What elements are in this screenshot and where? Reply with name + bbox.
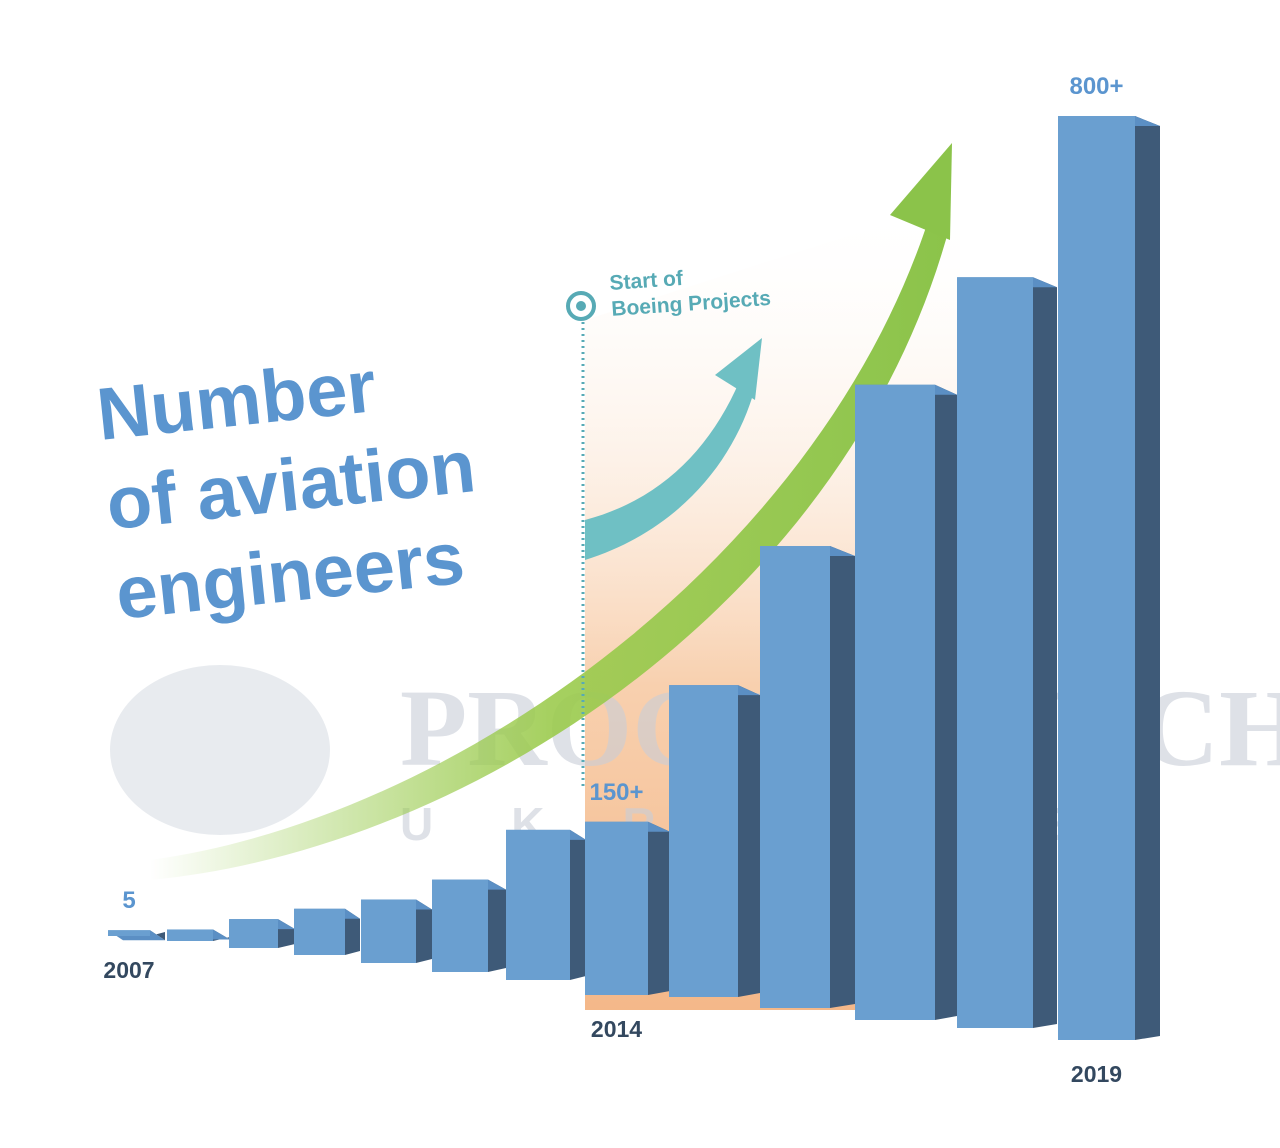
bar [585, 821, 648, 995]
boeing-marker [566, 291, 596, 321]
bar [669, 685, 738, 997]
growth-arrow-head [890, 143, 952, 240]
bar [855, 384, 935, 1020]
bar [108, 930, 150, 936]
bar [506, 829, 570, 980]
bar [167, 929, 213, 941]
bar-side [935, 384, 957, 1020]
bar [957, 277, 1033, 1028]
bar-side [416, 899, 432, 963]
bar-side [1135, 116, 1160, 1040]
value-label: 150+ [589, 779, 643, 806]
bar [229, 919, 278, 948]
bar-side [488, 879, 506, 972]
bar-side [648, 821, 670, 995]
annotation-line: Start of [609, 267, 685, 295]
bar-side [738, 685, 760, 997]
title: Number of aviation engineers [93, 344, 479, 635]
boeing-marker-dot [576, 301, 586, 311]
value-label: 800+ [1069, 73, 1123, 100]
boeing-arrow [585, 380, 755, 560]
x-tick-label: 2019 [1071, 1061, 1122, 1087]
boeing-arrow-head [715, 338, 762, 400]
bars: 5 2007 150+ 2014 800+ 2019 [103, 73, 1160, 1087]
bar-side [830, 546, 855, 1008]
bar [361, 899, 416, 963]
bar [1058, 116, 1135, 1040]
bar [432, 879, 488, 972]
x-tick-label: 2014 [591, 1016, 642, 1042]
bar [294, 908, 345, 955]
bar-side [570, 829, 586, 980]
bar [760, 546, 830, 1008]
value-label: 5 [122, 887, 135, 914]
bar-side [1033, 277, 1057, 1028]
x-tick-label: 2007 [103, 957, 154, 983]
bar-side [345, 908, 360, 955]
